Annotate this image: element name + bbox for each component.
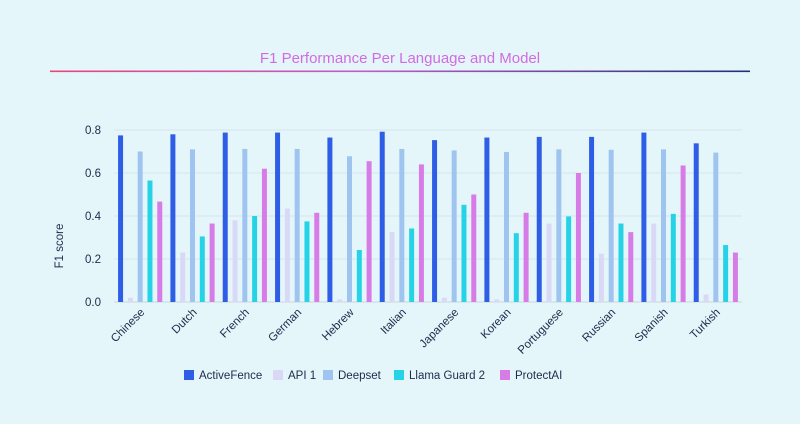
bar-llama-guard-2-korean [513, 233, 519, 302]
bar-api-1-german [284, 208, 290, 302]
bar-deepset-portuguese [556, 149, 562, 302]
bar-activefence-hebrew [327, 137, 333, 302]
x-tick-label: Japanese [418, 307, 462, 351]
x-tick-label: Italian [379, 307, 409, 337]
bar-deepset-french [242, 148, 248, 302]
y-tick-label: 0.8 [85, 125, 101, 137]
bar-deepset-chinese [137, 151, 143, 302]
bar-api-1-spanish [651, 223, 657, 302]
x-tick-label: Korean [479, 307, 514, 342]
bar-llama-guard-2-chinese [147, 180, 153, 302]
x-tick-label: Portuguese [516, 307, 566, 357]
bar-protectai-korean [523, 212, 529, 302]
bar-api-1-russian [598, 253, 604, 303]
bar-deepset-korean [504, 151, 509, 302]
bar-llama-guard-2-german [304, 221, 310, 303]
x-tick-label: French [218, 307, 252, 341]
bar-protectai-hebrew [366, 161, 372, 302]
bar-llama-guard-2-japanese [461, 204, 467, 302]
x-tick-label: German [266, 307, 304, 345]
legend-label: Llama Guard 2 [409, 370, 485, 382]
bar-deepset-turkish [713, 152, 719, 302]
bar-activefence-spanish [641, 132, 647, 302]
bar-deepset-russian [608, 149, 614, 302]
bar-activefence-russian [589, 136, 595, 302]
legend-swatch [323, 370, 333, 380]
legend: ActiveFence API 1 Deepset Llama Guard 2 Prot… [184, 370, 562, 382]
x-tick-label: Turkish [688, 307, 723, 342]
bar-api-1-hebrew [337, 299, 343, 302]
title-underline [50, 70, 750, 73]
bar-api-1-korean [494, 299, 500, 302]
bar-api-1-japanese [441, 297, 447, 302]
bar-deepset-german [294, 148, 300, 302]
bar-llama-guard-2-italian [409, 228, 415, 302]
x-tick-label: Spanish [633, 307, 671, 345]
bar-deepset-spanish [661, 149, 666, 302]
bar-series [118, 131, 738, 303]
bar-protectai-portuguese [575, 173, 581, 302]
bar-deepset-hebrew [347, 156, 352, 302]
x-axis-ticks: Chinese Dutch French German Hebrew Italian Jap… [109, 306, 723, 357]
bar-protectai-japanese [471, 194, 477, 302]
bar-protectai-dutch [209, 223, 215, 302]
bar-llama-guard-2-spanish [670, 213, 676, 302]
bar-llama-guard-2-hebrew [356, 249, 362, 302]
x-tick-label: Russian [580, 307, 618, 345]
legend-swatch [500, 370, 510, 380]
bar-llama-guard-2-russian [618, 223, 624, 302]
bar-deepset-japanese [451, 150, 457, 302]
bar-activefence-turkish [693, 143, 699, 302]
legend-label: ActiveFence [199, 370, 262, 382]
bar-api-1-dutch [180, 252, 186, 302]
grid-lines [114, 129, 742, 303]
chart-title: F1 Performance Per Language and Model [260, 50, 540, 67]
bar-protectai-turkish [732, 252, 738, 302]
y-axis-ticks: 0.0 0.2 0.4 0.6 0.8 [85, 125, 102, 309]
y-axis-label: F1 score [54, 224, 66, 269]
bar-protectai-spanish [680, 165, 686, 302]
bar-protectai-german [314, 212, 320, 302]
bar-llama-guard-2-portuguese [566, 216, 572, 302]
bar-api-1-italian [389, 232, 395, 303]
x-tick-label: Chinese [109, 307, 147, 345]
bar-protectai-italian [418, 164, 424, 302]
bar-api-1-portuguese [546, 223, 552, 302]
bar-api-1-chinese [127, 297, 133, 302]
x-tick-label: Hebrew [320, 306, 357, 343]
bar-protectai-chinese [157, 201, 163, 302]
bar-activefence-dutch [170, 134, 176, 302]
bar-llama-guard-2-dutch [199, 236, 205, 302]
bar-deepset-italian [399, 148, 405, 302]
bar-activefence-italian [379, 131, 385, 302]
legend-swatch [273, 370, 283, 380]
bar-activefence-portuguese [536, 136, 542, 302]
bar-llama-guard-2-french [252, 216, 258, 302]
bar-protectai-russian [628, 232, 634, 303]
legend-label: ProtectAI [515, 370, 562, 382]
bar-activefence-japanese [432, 140, 438, 302]
legend-swatch [394, 370, 404, 380]
bar-activefence-chinese [118, 135, 124, 303]
y-tick-label: 0.4 [85, 211, 102, 223]
bar-llama-guard-2-turkish [723, 245, 729, 302]
bar-activefence-german [275, 132, 281, 302]
legend-label: Deepset [338, 370, 382, 382]
bar-api-1-turkish [703, 294, 709, 302]
x-tick-label: Dutch [170, 307, 200, 337]
y-tick-label: 0.2 [85, 254, 101, 266]
legend-label: API 1 [288, 370, 316, 382]
bar-activefence-french [222, 132, 228, 302]
legend-swatch [184, 370, 194, 380]
bar-api-1-french [232, 220, 238, 302]
bar-protectai-french [261, 168, 267, 302]
y-tick-label: 0.0 [85, 297, 101, 309]
bar-activefence-korean [484, 137, 490, 302]
y-tick-label: 0.6 [85, 168, 101, 180]
bar-deepset-dutch [190, 149, 195, 302]
